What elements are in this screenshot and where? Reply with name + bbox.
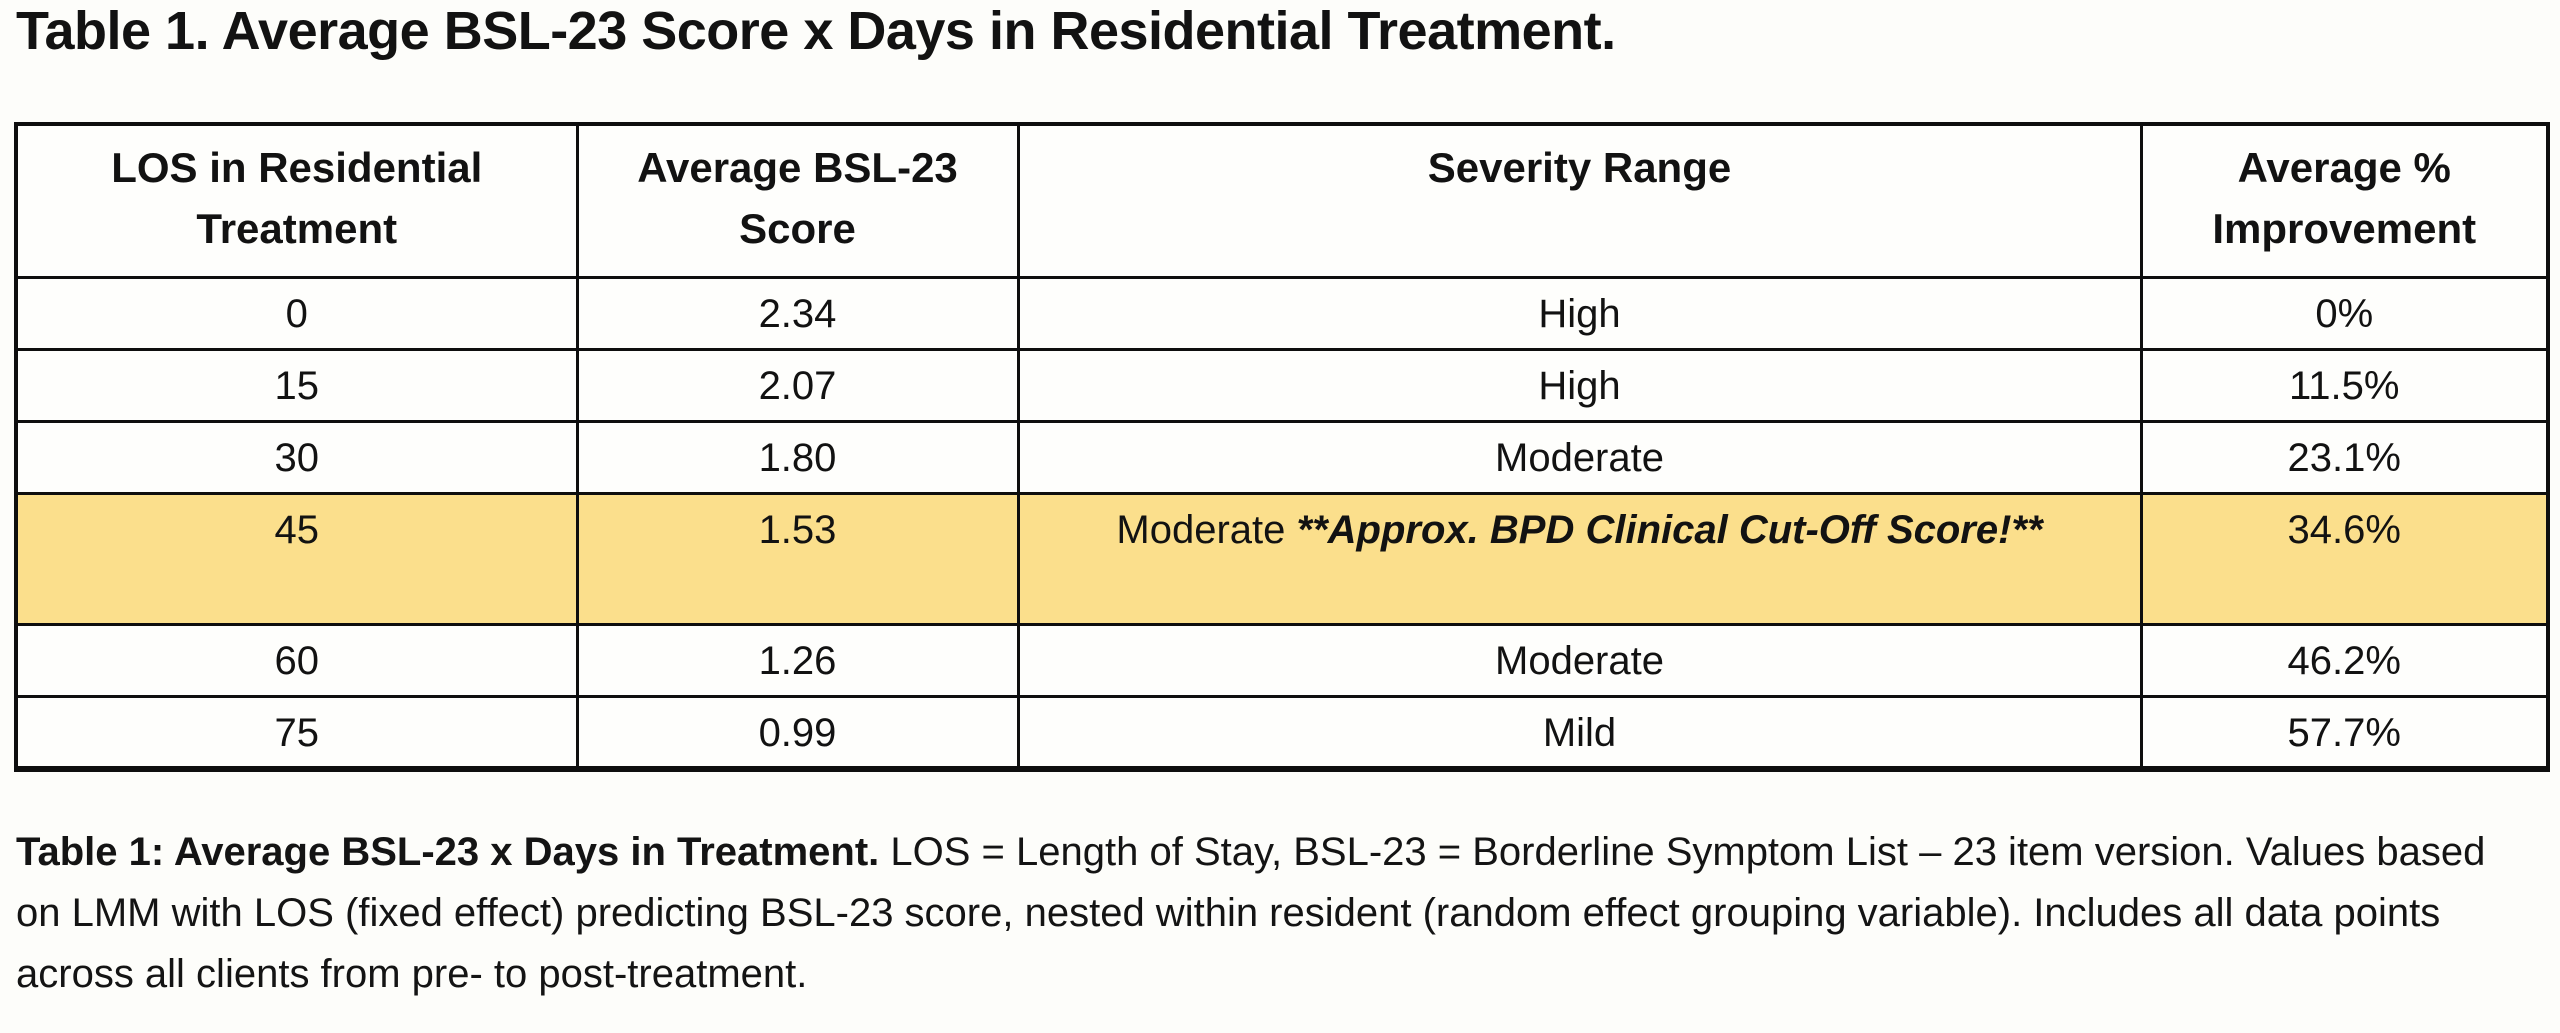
score-cell: 1.80 xyxy=(575,420,1020,495)
table-body: 0 2.34 High 0% 15 2.07 High 11.5% 30 1.80 Moderate… xyxy=(14,276,2550,770)
score-cell: 1.53 xyxy=(575,492,1020,626)
severity-text: Moderate xyxy=(1495,436,1664,480)
severity-cell: Moderate xyxy=(1016,623,2143,698)
severity-text: Mild xyxy=(1542,711,1617,755)
improvement-cell: 57.7% xyxy=(2139,695,2550,770)
column-header-score: Average BSL-23 Score xyxy=(575,122,1020,279)
severity-cell: High xyxy=(1016,348,2143,423)
improvement-cell: 46.2% xyxy=(2139,623,2550,698)
los-cell: 15 xyxy=(14,348,579,423)
los-cell: 75 xyxy=(14,695,579,770)
severity-text: Moderate xyxy=(1116,508,1286,552)
table-row: 75 0.99 Mild 57.7% xyxy=(14,695,2550,770)
severity-cell: Moderate xyxy=(1016,420,2143,495)
caption-text: LOS = Length of Stay, BSL-23 = Borderlin… xyxy=(16,830,2486,996)
table-header: LOS in Residential Treatment Average BSL… xyxy=(14,122,2550,279)
severity-cell: High xyxy=(1016,276,2143,351)
severity-text: Moderate xyxy=(1495,639,1664,683)
improvement-cell: 23.1% xyxy=(2139,420,2550,495)
bsl23-table: LOS in Residential Treatment Average BSL… xyxy=(14,122,2550,772)
severity-cell: Moderate **Approx. BPD Clinical Cut-Off … xyxy=(1016,492,2143,626)
table-row: 45 1.53 Moderate **Approx. BPD Clinical Cu… xyxy=(14,492,2550,626)
header-row: LOS in Residential Treatment Average BSL… xyxy=(14,122,2550,279)
severity-note: **Approx. BPD Clinical Cut-Off Score!** xyxy=(1296,508,2043,552)
column-header-los: LOS in Residential Treatment xyxy=(14,122,579,279)
severity-text: High xyxy=(1538,292,1621,336)
score-cell: 1.26 xyxy=(575,623,1020,698)
los-cell: 60 xyxy=(14,623,579,698)
los-cell: 45 xyxy=(14,492,579,626)
table-caption: Table 1: Average BSL-23 x Days in Treatm… xyxy=(16,822,2486,1004)
table-row: 60 1.26 Moderate 46.2% xyxy=(14,623,2550,698)
severity-text: High xyxy=(1538,364,1621,408)
table-row: 30 1.80 Moderate 23.1% xyxy=(14,420,2550,495)
column-header-severity: Severity Range xyxy=(1016,122,2143,279)
score-cell: 0.99 xyxy=(575,695,1020,770)
table-row: 0 2.34 High 0% xyxy=(14,276,2550,351)
los-cell: 30 xyxy=(14,420,579,495)
column-header-improvement: Average % Improvement xyxy=(2139,122,2550,279)
los-cell: 0 xyxy=(14,276,579,351)
improvement-cell: 0% xyxy=(2139,276,2550,351)
severity-cell: Mild xyxy=(1016,695,2143,770)
score-cell: 2.07 xyxy=(575,348,1020,423)
page-title: Table 1. Average BSL-23 Score x Days in … xyxy=(16,1,1616,61)
table-row: 15 2.07 High 11.5% xyxy=(14,348,2550,423)
caption-bold-lead: Table 1: Average BSL-23 x Days in Treatm… xyxy=(16,830,880,874)
improvement-cell: 11.5% xyxy=(2139,348,2550,423)
improvement-cell: 34.6% xyxy=(2139,492,2550,626)
score-cell: 2.34 xyxy=(575,276,1020,351)
